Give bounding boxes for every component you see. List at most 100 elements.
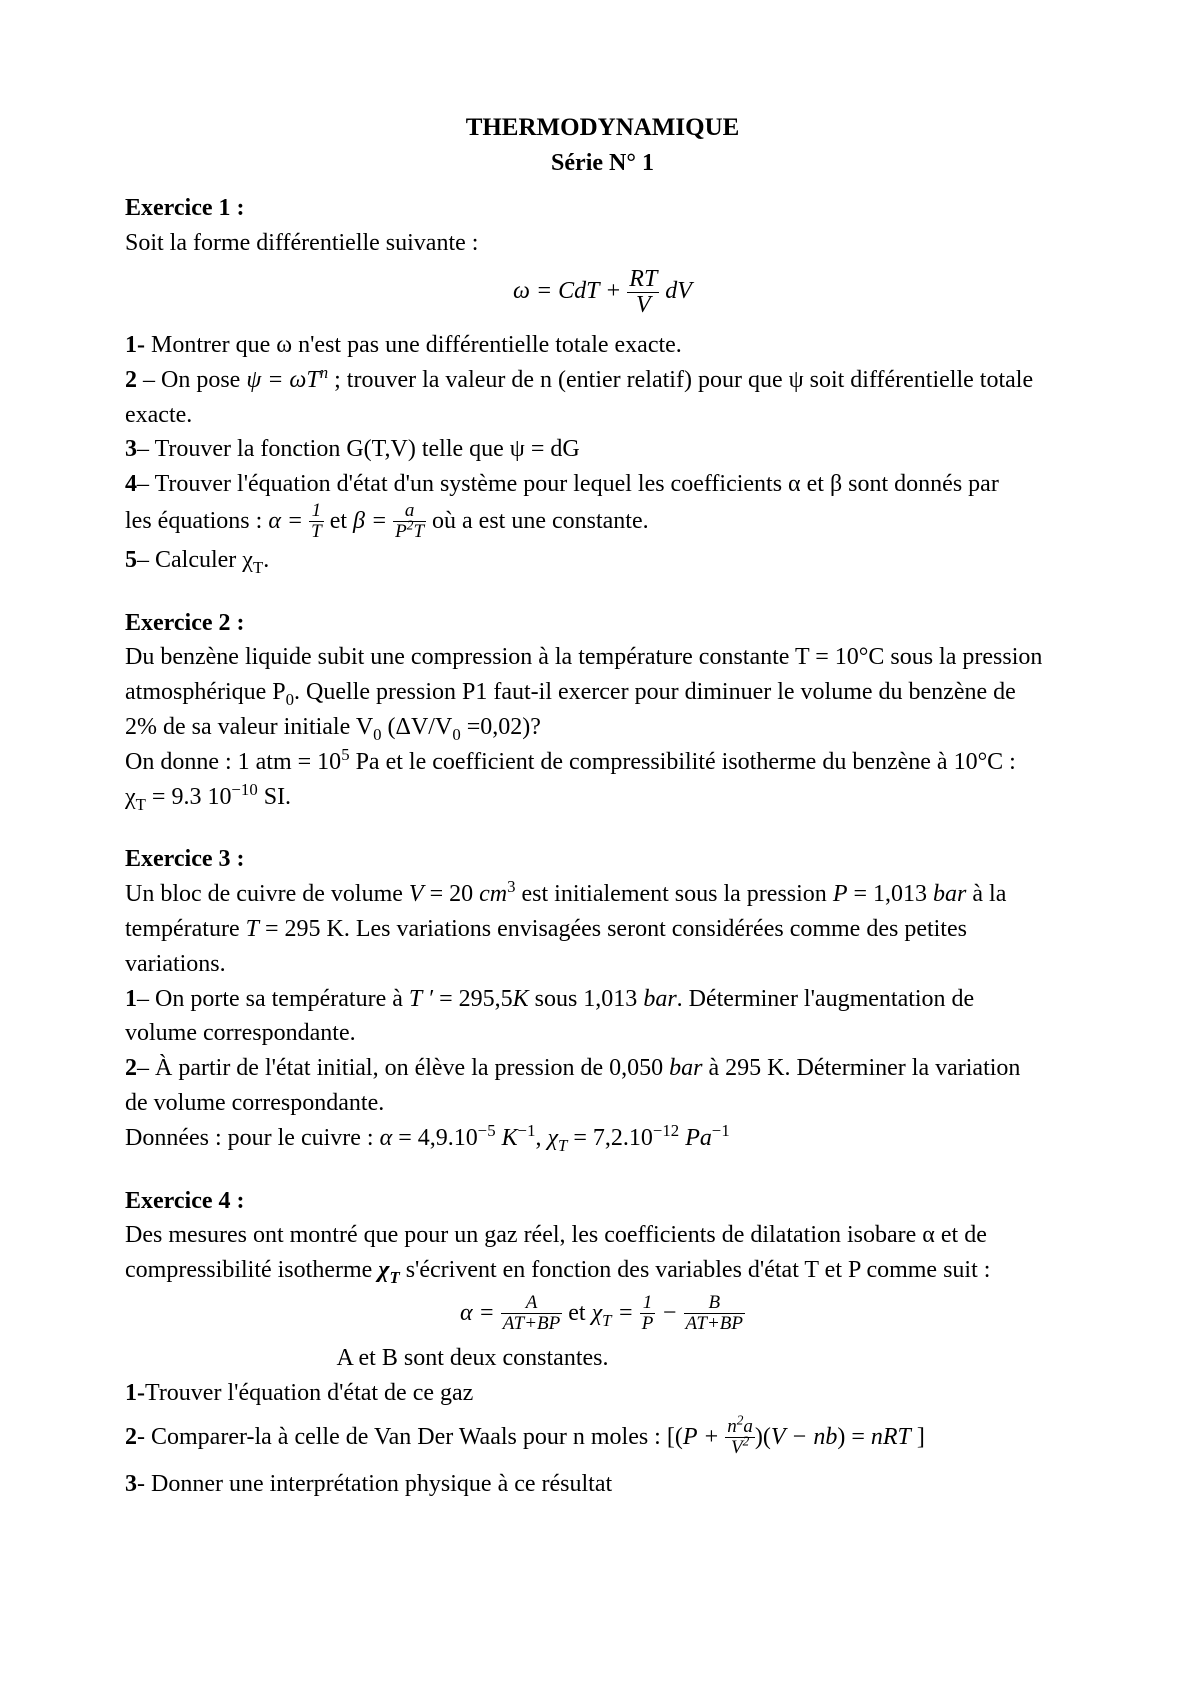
eq-frac-num: RT xyxy=(627,267,659,293)
ex3-q2bar: bar xyxy=(669,1055,702,1081)
eq4-b-num2: B xyxy=(684,1293,746,1314)
ex4-chi: χ xyxy=(378,1257,389,1283)
ex4-l2: compressibilité isotherme χT s'écrivent … xyxy=(125,1253,1080,1288)
q1-text: Montrer que ω n'est pas une différentiel… xyxy=(145,332,682,358)
ex3-q2-pref: 2 xyxy=(125,1055,137,1081)
ex3-q2b: à 295 K. Déterminer la variation xyxy=(703,1055,1021,1081)
ex4-q1-pref: 1- xyxy=(125,1380,145,1406)
ex3-q1d: . Déterminer l'augmentation de xyxy=(677,986,975,1012)
ex2-l3: 2% de sa valeur initiale V0 (ΔV/V0 =0,02… xyxy=(125,710,1080,745)
ex2-l2: atmosphérique P0. Quelle pression P1 fau… xyxy=(125,675,1080,710)
q4b-a: les équations : xyxy=(125,508,268,534)
ex4-q2: 2- Comparer-la à celle de Van Der Waals … xyxy=(125,1418,1080,1459)
ex4-q2c: ) = xyxy=(837,1424,871,1450)
ex3-dsup3: −12 xyxy=(653,1121,679,1140)
q1-prefix: 1- xyxy=(125,332,145,358)
q3-text: – Trouver la fonction G(T,V) telle que ψ… xyxy=(137,436,580,462)
ex4-chisub: T xyxy=(389,1268,399,1287)
ex3-cm: cm xyxy=(479,881,507,907)
ex4-q2d: nRT xyxy=(871,1424,911,1450)
ex3-q1b: = 295,5 xyxy=(433,986,513,1012)
ex3-l2: température T = 295 K. Les variations en… xyxy=(125,912,1080,947)
ex4-q2b: )( xyxy=(755,1424,771,1450)
eq4-chi: χ xyxy=(592,1300,603,1326)
exercise-4-heading: Exercice 4 : xyxy=(125,1184,1080,1219)
ex3-dsup4: −1 xyxy=(712,1121,730,1140)
ex3-q2a: – À partir de l'état initial, on élève l… xyxy=(137,1055,669,1081)
ex3-q1a: – On porte sa température à xyxy=(137,986,409,1012)
ex4-q2-pref: 2 xyxy=(125,1424,137,1450)
page-subtitle: Série N° 1 xyxy=(125,146,1080,181)
ex3-l1: Un bloc de cuivre de volume V = 20 cm3 e… xyxy=(125,877,1080,912)
eq-right: dV xyxy=(659,278,692,304)
eq-frac-den: V xyxy=(627,293,659,318)
ex1-q5: 5– Calculer χT. xyxy=(125,543,1080,578)
eq4-alpha: α = xyxy=(460,1300,501,1326)
ex1-q1: 1- Montrer que ω n'est pas une différent… xyxy=(125,328,1080,363)
ex2-l3c: =0,02)? xyxy=(461,714,541,740)
q5-prefix: 5 xyxy=(125,547,137,573)
ex1-intro: Soit la forme différentielle suivante : xyxy=(125,226,1080,261)
ex3-dPa: Pa xyxy=(679,1125,712,1151)
ex4-q3: 3- Donner une interprétation physique à … xyxy=(125,1467,1080,1502)
ex4-q2-num: n2a xyxy=(725,1417,755,1438)
ex2-l4b: Pa et le coefficient de compressibilité … xyxy=(350,749,1016,775)
ex1-q3: 3– Trouver la fonction G(T,V) telle que … xyxy=(125,432,1080,467)
q2-prefix: 2 xyxy=(125,367,137,393)
ex2-l3sub2: 0 xyxy=(452,725,460,744)
q4b-and: et xyxy=(324,508,353,534)
alpha-eq: α = xyxy=(268,508,309,534)
ex3-db: = 4,9.10 xyxy=(392,1125,478,1151)
q5-text: – Calculer χ xyxy=(137,547,253,573)
document-page: THERMODYNAMIQUE Série N° 1 Exercice 1 : … xyxy=(0,0,1200,1697)
ex2-l2sub: 0 xyxy=(286,690,294,709)
ex2-l2b: . Quelle pression P1 faut-il exercer pou… xyxy=(294,679,1016,705)
ex4-q2P: P + xyxy=(683,1424,725,1450)
ex1-q2: 2 – On pose ψ = ωTn ; trouver la valeur … xyxy=(125,363,1080,433)
q2-a: – On pose xyxy=(137,367,246,393)
ex3-V: V xyxy=(409,881,424,907)
eq4-b-den2: AT+BP xyxy=(684,1314,746,1334)
ex3-q2c: de volume correspondante. xyxy=(125,1086,1080,1121)
beta-den: P2T xyxy=(393,522,426,542)
eq4-chi-sub: T xyxy=(602,1311,611,1330)
eq4-minus: − xyxy=(655,1300,683,1326)
ex2-l5sup: −10 xyxy=(231,780,257,799)
page-title: THERMODYNAMIQUE xyxy=(125,110,1080,146)
beta-eq: β = xyxy=(353,508,393,534)
exercise-1-heading: Exercice 1 : xyxy=(125,191,1080,226)
ex3-l2a: température xyxy=(125,916,246,942)
ex3-q1-pref: 1 xyxy=(125,986,137,1012)
ex3-dK: K xyxy=(496,1125,518,1151)
ex2-l5: χT = 9.3 10−10 SI. xyxy=(125,780,1080,815)
ex3-dd: = 7,2.10 xyxy=(567,1125,653,1151)
eq4-eq: = xyxy=(612,1300,640,1326)
ex3-q1c: sous 1,013 xyxy=(529,986,644,1012)
ex3-l3: variations. xyxy=(125,947,1080,982)
exercise-2-heading: Exercice 2 : xyxy=(125,606,1080,641)
ex2-l2a: atmosphérique P xyxy=(125,679,286,705)
ex1-q4: 4– Trouver l'équation d'état d'un systèm… xyxy=(125,467,1080,502)
ex3-l1sup: 3 xyxy=(507,877,515,896)
ex2-l4a: On donne : 1 atm = 10 xyxy=(125,749,341,775)
ex3-alpha: α xyxy=(380,1125,393,1151)
eq-left: ω = CdT + xyxy=(513,278,627,304)
ex2-l1: Du benzène liquide subit une compression… xyxy=(125,640,1080,675)
ex3-dsup1: −5 xyxy=(478,1121,496,1140)
q4b-tail: où a est une constante. xyxy=(426,508,649,534)
q3-prefix: 3 xyxy=(125,436,137,462)
ex3-l1e: à la xyxy=(966,881,1006,907)
ex3-P: P xyxy=(833,881,848,907)
ex3-q1K: K xyxy=(513,986,529,1012)
ex4-l2b: s'écrivent en fonction des variables d'é… xyxy=(400,1257,991,1283)
eq4-b-den1: P xyxy=(640,1314,656,1334)
ex1-q4b: les équations : α = 1T et β = aP2T où a … xyxy=(125,502,1080,543)
ex4-q2a: - Comparer-la à celle de Van Der Waals p… xyxy=(137,1424,683,1450)
ex3-l1a: Un bloc de cuivre de volume xyxy=(125,881,409,907)
ex2-l5b: = 9.3 10 xyxy=(146,784,232,810)
ex2-l5sub: T xyxy=(136,794,146,813)
ex3-q1T: T ′ xyxy=(409,986,433,1012)
eq4-a-den: AT+BP xyxy=(501,1314,563,1334)
alpha-num: 1 xyxy=(309,501,324,522)
eq4-b-num1: 1 xyxy=(640,1293,656,1314)
